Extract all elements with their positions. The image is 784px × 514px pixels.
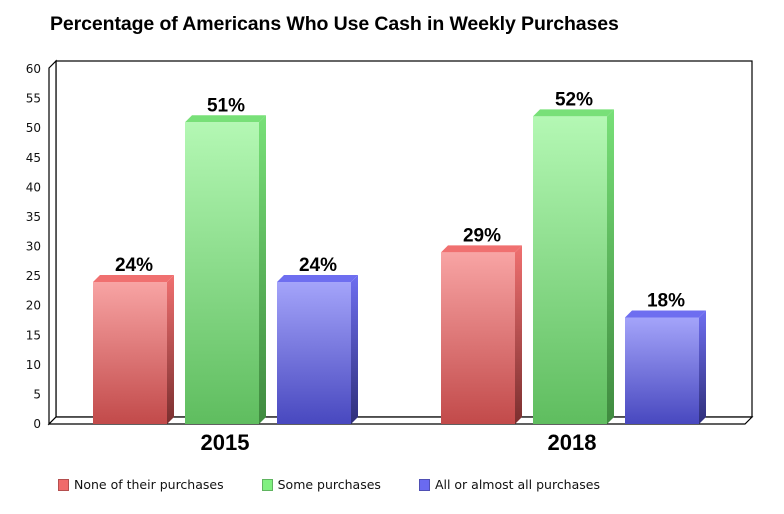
legend-item-all: All or almost all purchases [418,477,600,492]
y-tick-label: 20 [26,299,41,313]
y-tick-label: 10 [26,358,41,372]
bar-2018-none: 29% [441,225,522,424]
legend-swatch-green [261,478,273,491]
legend-label: All or almost all purchases [434,477,600,492]
y-tick-label: 55 [26,92,41,106]
y-tick-label: 5 [33,387,41,401]
x-category-label: 2018 [548,430,597,455]
y-tick-label: 45 [26,151,41,165]
bars: 24% 51% 24% 29% 52% 18% [93,89,706,424]
y-tick-label: 60 [26,62,41,76]
y-tick-label: 50 [26,121,41,135]
legend-label: Some purchases [277,477,381,492]
y-tick-label: 30 [26,240,41,254]
y-tick-label: 35 [26,210,41,224]
data-label: 18% [647,291,685,312]
legend-label: None of their purchases [74,477,224,492]
legend-swatch-blue [418,478,430,491]
chart-title: Percentage of Americans Who Use Cash in … [50,13,619,35]
y-tick-label: 0 [33,417,41,431]
x-category-label: 2015 [201,430,250,455]
legend-item-some: Some purchases [261,477,381,492]
legend: None of their purchases Some purchases A… [58,477,638,492]
y-tick-label: 40 [26,180,41,194]
data-label: 29% [463,225,501,246]
data-label: 24% [299,255,337,276]
bar-2015-none: 24% [93,255,174,424]
bar-2018-some: 52% [533,89,614,424]
data-label: 24% [115,255,153,276]
y-axis: 0 5 10 15 20 25 30 35 40 45 50 55 60 [26,62,41,431]
data-label: 51% [207,95,245,116]
bar-2015-some: 51% [185,95,266,424]
legend-item-none: None of their purchases [58,477,224,492]
legend-swatch-red [58,478,69,491]
x-axis: 2015 2018 [201,430,597,455]
y-tick-label: 15 [26,328,41,342]
y-tick-label: 25 [26,269,41,283]
bar-2015-all: 24% [277,255,358,424]
data-label: 52% [555,89,593,110]
bar-2018-all: 18% [625,291,706,424]
